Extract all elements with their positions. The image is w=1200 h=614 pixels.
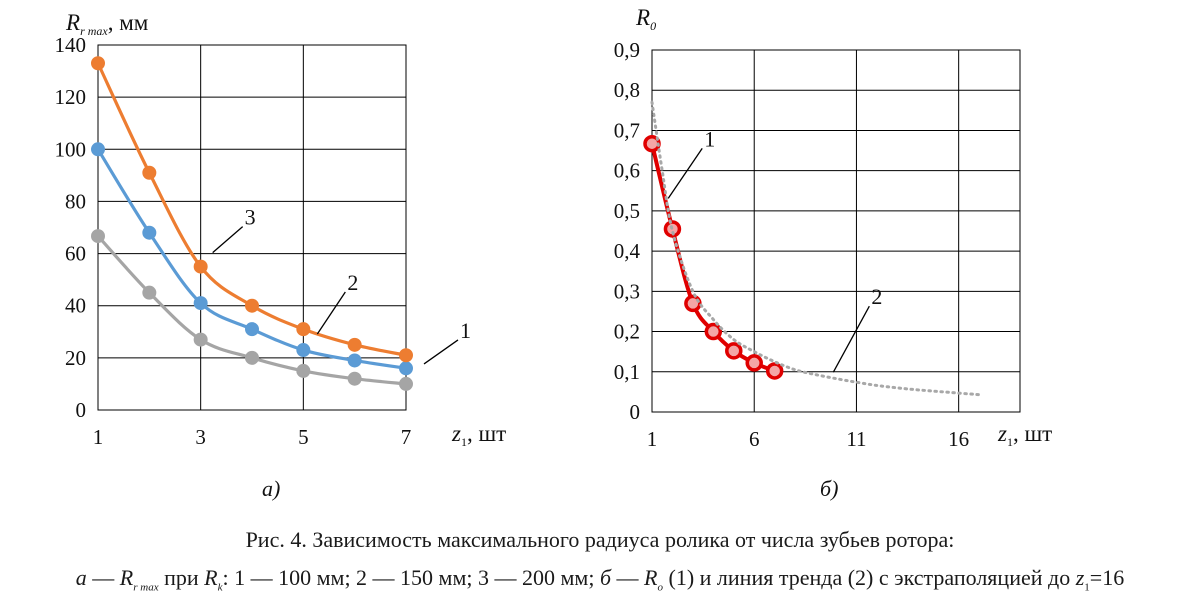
annotation-label: 2	[347, 270, 358, 295]
y-tick-label: 0,4	[614, 239, 641, 263]
caption-dash: —	[92, 565, 115, 590]
data-point	[704, 322, 723, 341]
data-point	[296, 322, 311, 337]
chart-panel-a: 0 20 40 60 80 100 120 140 1 3 5 7 Rr max, мм z1, шт а)…	[55, 10, 507, 501]
figure-caption-legend: а — Rr max при Rk: 1 — 100 мм; 2 — 150 м…	[0, 565, 1200, 593]
y-tick-label: 0,1	[614, 360, 640, 384]
data-point	[142, 285, 157, 300]
y-axis-title-subscript: r max	[80, 24, 108, 38]
x-tick-label: 3	[195, 425, 206, 449]
y-tick-label: 0,9	[614, 38, 640, 62]
data-point	[193, 332, 208, 347]
annotation-leader	[212, 226, 244, 254]
x-axis-title: z1, шт	[997, 421, 1052, 449]
y-axis-title: Rr max, мм	[65, 10, 149, 38]
panel-label: а)	[262, 476, 280, 501]
panel-label: б)	[820, 476, 838, 501]
x-tick-label: 16	[948, 427, 969, 451]
caption-r-sub: r max	[133, 581, 159, 594]
caption-trend: (1) и линия тренда (2) с экстраполяцией …	[668, 565, 1071, 590]
x-tick-label: 6	[749, 427, 760, 451]
data-point	[142, 225, 157, 240]
data-point	[245, 322, 259, 337]
x-axis-title-subscript: 1	[461, 435, 467, 449]
y-tick-label: 0	[630, 400, 641, 424]
y-tick-label: 100	[55, 137, 87, 161]
data-point	[296, 343, 311, 358]
trend-line	[650, 100, 981, 397]
data-point	[193, 259, 208, 274]
caption-rk-sub: k	[217, 581, 223, 594]
caption-dash-2: —	[616, 565, 639, 590]
y-tick-label: 40	[65, 294, 86, 318]
caption-z-value: =16	[1089, 565, 1125, 590]
data-point	[142, 165, 157, 180]
x-axis-title-subscript: 1	[1007, 435, 1013, 449]
caption-b-label: б	[599, 565, 612, 590]
y-tick-label: 140	[55, 33, 87, 57]
plot-area	[651, 49, 1021, 413]
annotation-leader	[832, 305, 870, 373]
chart-panel-b: 00,10,20,30,40,50,60,70,80,91 6 11 16R0z1, …	[614, 5, 1052, 501]
data-point	[296, 363, 311, 378]
annotation-label: 2	[871, 284, 882, 309]
caption-z-sub: 1	[1084, 581, 1090, 594]
y-tick-label: 0	[76, 398, 87, 422]
data-point	[91, 142, 105, 157]
annotation-label: 1	[460, 318, 471, 343]
caption-rk-symbol: R	[204, 565, 218, 590]
data-point	[245, 350, 259, 365]
data-point	[684, 294, 702, 313]
x-tick-label: 1	[93, 425, 104, 449]
y-tick-label: 0,6	[614, 159, 640, 183]
caption-r-symbol: R	[119, 565, 134, 590]
data-point	[765, 362, 784, 380]
y-axis-title: R0	[635, 5, 656, 33]
x-tick-label: 11	[846, 427, 866, 451]
y-tick-label: 0,8	[614, 78, 640, 102]
caption-ro-symbol: R	[644, 565, 658, 590]
data-point	[347, 371, 362, 386]
caption-at: при	[164, 565, 199, 590]
caption-ro-sub: o	[657, 581, 664, 594]
annotation-leader	[423, 339, 459, 365]
annotation-leader	[316, 291, 346, 335]
data-point	[347, 353, 362, 368]
data-point	[193, 296, 208, 311]
data-point	[245, 298, 259, 313]
data-point	[399, 361, 413, 376]
data-point	[399, 376, 413, 391]
x-tick-label: 7	[401, 425, 412, 449]
data-point	[91, 229, 105, 244]
x-tick-label: 5	[298, 425, 309, 449]
data-point	[725, 342, 743, 360]
figure-caption-title: Рис. 4. Зависимость максимального радиус…	[245, 527, 955, 552]
y-axis-title-subscript: 0	[650, 19, 656, 33]
annotation-leader	[667, 147, 703, 199]
y-tick-label: 0,2	[614, 320, 640, 344]
y-tick-label: 80	[65, 189, 86, 213]
caption-a-label: а	[75, 565, 87, 590]
y-tick-label: 0,3	[614, 279, 640, 303]
data-point	[399, 348, 413, 363]
data-point	[745, 354, 763, 372]
y-tick-label: 0,5	[614, 199, 640, 223]
caption-z-symbol: z	[1075, 565, 1085, 590]
annotation-label: 1	[704, 126, 715, 151]
x-tick-label: 1	[647, 427, 658, 451]
y-tick-label: 0,7	[614, 118, 640, 142]
y-tick-label: 20	[65, 346, 86, 370]
data-point	[91, 56, 105, 71]
y-tick-label: 120	[55, 85, 87, 109]
data-point	[347, 337, 362, 352]
caption-values: : 1 — 100 мм; 2 — 150 мм; 3 — 200 мм;	[222, 565, 595, 590]
y-tick-label: 60	[65, 242, 86, 266]
x-axis-title: z1, шт	[451, 421, 506, 449]
annotation-label: 3	[245, 205, 256, 230]
